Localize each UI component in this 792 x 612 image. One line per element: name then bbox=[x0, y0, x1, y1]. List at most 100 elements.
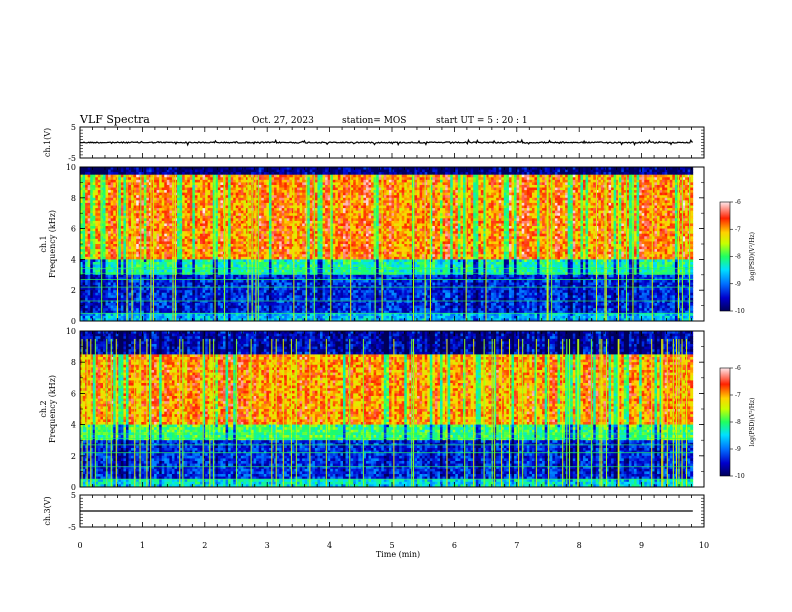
spectrogram-cell bbox=[110, 190, 114, 194]
spectrogram-cell bbox=[235, 184, 239, 188]
spectrogram-cell bbox=[82, 190, 86, 194]
spectrogram-cell bbox=[302, 205, 306, 209]
spectrogram-cell bbox=[399, 187, 403, 191]
spectrogram-cell bbox=[455, 197, 459, 201]
spectrogram-cell bbox=[529, 192, 533, 196]
spectrogram-cell bbox=[271, 179, 275, 183]
spectrogram-cell bbox=[360, 213, 364, 217]
spectrogram-cell bbox=[639, 202, 643, 206]
spectrogram-cell bbox=[263, 197, 267, 201]
spectrogram-cell bbox=[590, 202, 594, 206]
spectrogram-cell bbox=[266, 182, 270, 186]
spectrogram-cell bbox=[256, 202, 260, 206]
spectrogram-cell bbox=[664, 182, 668, 186]
spectrogram-cell bbox=[529, 202, 533, 206]
spectrogram-cell bbox=[557, 192, 561, 196]
spectrogram-cell bbox=[258, 213, 262, 217]
spectrogram-cell bbox=[488, 174, 492, 178]
spectrogram-cell bbox=[462, 205, 466, 209]
spectrogram-cell bbox=[143, 205, 147, 209]
spectrogram-cell bbox=[519, 172, 523, 176]
spectrogram-cell bbox=[378, 202, 382, 206]
spectrogram-cell bbox=[148, 205, 152, 209]
spectrogram-cell bbox=[342, 179, 346, 183]
spectrogram-cell bbox=[621, 177, 625, 181]
spectrogram-cell bbox=[646, 200, 650, 204]
spectrogram-cell bbox=[575, 192, 579, 196]
spectrogram-cell bbox=[634, 172, 637, 176]
spectrogram-cell bbox=[639, 190, 643, 194]
spectrogram-cell bbox=[613, 213, 617, 217]
spectrogram-cell bbox=[133, 210, 137, 214]
spectrogram-cell bbox=[409, 187, 413, 191]
spectrogram-cell bbox=[557, 202, 561, 206]
spectrogram-cell bbox=[644, 208, 648, 212]
spectrogram-cell bbox=[92, 179, 96, 183]
spectrogram-cell bbox=[189, 192, 193, 196]
spectrogram-cell bbox=[388, 167, 392, 170]
spectrogram-cell bbox=[97, 197, 101, 201]
spectrogram-cell bbox=[205, 215, 209, 219]
spectrogram-cell bbox=[266, 210, 270, 214]
spectrogram-cell bbox=[567, 184, 571, 188]
spectrogram-cell bbox=[85, 218, 89, 222]
spectrogram-cell bbox=[473, 174, 477, 178]
spectrogram-cell bbox=[376, 200, 380, 204]
spectrogram-cell bbox=[128, 195, 132, 199]
spectrogram-cell bbox=[169, 179, 173, 183]
spectrogram-cell bbox=[177, 200, 180, 204]
spectrogram-cell bbox=[238, 195, 242, 199]
spectrogram-cell bbox=[646, 195, 650, 199]
spectrogram-cell bbox=[501, 195, 505, 199]
spectrogram-cell bbox=[166, 197, 170, 201]
spectrogram-cell bbox=[161, 192, 165, 196]
spectrogram-cell bbox=[309, 205, 313, 209]
spectrogram-cell bbox=[455, 215, 459, 219]
spectrogram-cell bbox=[669, 192, 673, 196]
spectrogram-cell bbox=[442, 200, 446, 204]
spectrogram-cell bbox=[299, 182, 303, 186]
spectrogram-cell bbox=[220, 215, 224, 219]
spectrogram-cell bbox=[465, 213, 469, 217]
spectrogram-cell bbox=[350, 210, 354, 214]
spectrogram-cell bbox=[363, 184, 367, 188]
spectrogram-cell bbox=[557, 167, 561, 170]
spectrogram-cell bbox=[422, 205, 426, 209]
spectrogram-cell bbox=[138, 190, 142, 194]
spectrogram-cell bbox=[508, 174, 512, 178]
spectrogram-cell bbox=[445, 182, 449, 186]
spectrogram-cell bbox=[457, 192, 461, 196]
spectrogram-cell bbox=[108, 213, 112, 217]
spectrogram-cell bbox=[406, 200, 410, 204]
spectrogram-cell bbox=[641, 200, 645, 204]
spectrogram-cell bbox=[133, 187, 137, 191]
spectrogram-cell bbox=[491, 177, 495, 181]
spectrogram-cell bbox=[238, 200, 242, 204]
spectrogram-cell bbox=[605, 190, 609, 194]
spectrogram-cell bbox=[146, 208, 150, 212]
spectrogram-cell bbox=[340, 182, 344, 186]
spectrogram-cell bbox=[480, 187, 484, 191]
spectrogram-cell bbox=[263, 210, 267, 214]
spectrogram-cell bbox=[386, 197, 390, 201]
spectrogram-cell bbox=[570, 190, 574, 194]
spectrogram-cell bbox=[565, 202, 569, 206]
spectrogram-cell bbox=[248, 190, 252, 194]
spectrogram-cell bbox=[593, 190, 597, 194]
spectrogram-cell bbox=[353, 205, 357, 209]
spectrogram-cell bbox=[539, 167, 543, 170]
spectrogram-cell bbox=[187, 197, 191, 201]
spectrogram-cell bbox=[396, 187, 400, 191]
spectrogram-cell bbox=[626, 177, 630, 181]
spectrogram-cell bbox=[659, 187, 663, 191]
spectrogram-cell bbox=[590, 167, 594, 170]
spectrogram-cell bbox=[225, 190, 229, 194]
spectrogram-cell bbox=[657, 174, 660, 178]
spectrogram-cell bbox=[623, 208, 627, 212]
spectrogram-cell bbox=[570, 187, 574, 191]
spectrogram-cell bbox=[628, 174, 632, 178]
spectrogram-cell bbox=[470, 182, 474, 186]
spectrogram-cell bbox=[279, 174, 283, 178]
spectrogram-cell bbox=[562, 192, 566, 196]
spectrogram-cell bbox=[506, 215, 510, 219]
